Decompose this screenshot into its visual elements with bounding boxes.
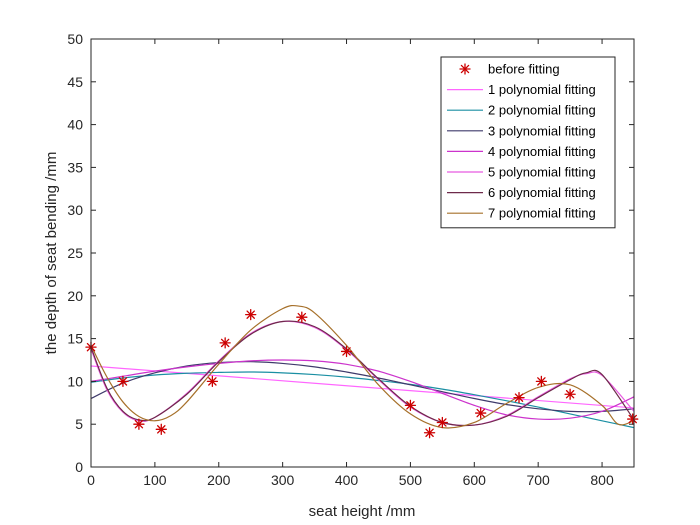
fitting-curves [91,304,634,429]
data-point [627,413,639,425]
legend: before fitting 1 polynomial fitting 2 poly… [440,56,616,229]
x-tick-label: 600 [463,472,487,488]
y-tick-label: 20 [67,288,83,304]
data-point [133,418,145,430]
y-tick-label: 40 [67,117,83,133]
data-point [535,375,548,388]
x-tick-label: 300 [271,472,295,488]
y-tick-label: 25 [67,245,83,261]
series-line-7 [91,304,634,429]
data-point [245,308,257,321]
y-tick-label: 35 [67,159,83,175]
data-point [296,311,308,323]
data-point [436,416,449,429]
x-axis-title: seat height /mm [309,503,416,520]
y-axis-title: the depth of seat bending /mm [43,152,60,355]
x-tick-label: 200 [207,472,231,488]
y-tick-label: 5 [75,416,83,432]
y-tick-label: 30 [67,202,83,218]
x-tick-label: 400 [335,472,359,488]
series-line-4 [91,359,634,420]
legend-box [440,56,616,229]
data-point [340,345,353,358]
axes: 0 100 200 300 400 500 600 700 800 0 5 10 15 20 25 30 35 4… [67,31,635,488]
data-point [206,375,219,388]
y-tick-label: 10 [67,373,83,389]
series-line-2 [91,371,634,429]
x-tick-label: 100 [143,472,167,488]
series-line-1 [91,365,634,409]
legend-label: before fitting [488,62,560,77]
data-point [404,399,417,412]
legend-label: 6 polynomial fitting [488,185,596,200]
legend-label: 3 polynomial fitting [488,123,596,138]
data-point [423,427,436,439]
x-tick-label: 700 [526,472,550,488]
legend-label: 2 polynomial fitting [488,103,596,118]
data-point [475,407,487,419]
data-point [219,337,231,349]
x-tick-label: 800 [590,472,614,488]
y-tick-label: 15 [67,331,83,347]
legend-label: 5 polynomial fitting [488,165,596,180]
y-tick-label: 45 [67,74,83,90]
data-markers [85,308,639,439]
x-tick-label: 0 [87,472,95,488]
y-tick-label: 0 [75,459,83,475]
legend-label: 7 polynomial fitting [488,206,596,221]
data-point [513,392,525,404]
legend-label: 4 polynomial fitting [488,144,596,159]
data-point [155,423,167,435]
x-tick-label: 500 [399,472,423,488]
series-line-3 [91,361,634,413]
legend-marker [459,63,471,75]
data-point [117,375,129,388]
legend-label: 1 polynomial fitting [488,82,596,97]
y-tick-label: 50 [67,31,83,47]
data-point [564,388,576,400]
